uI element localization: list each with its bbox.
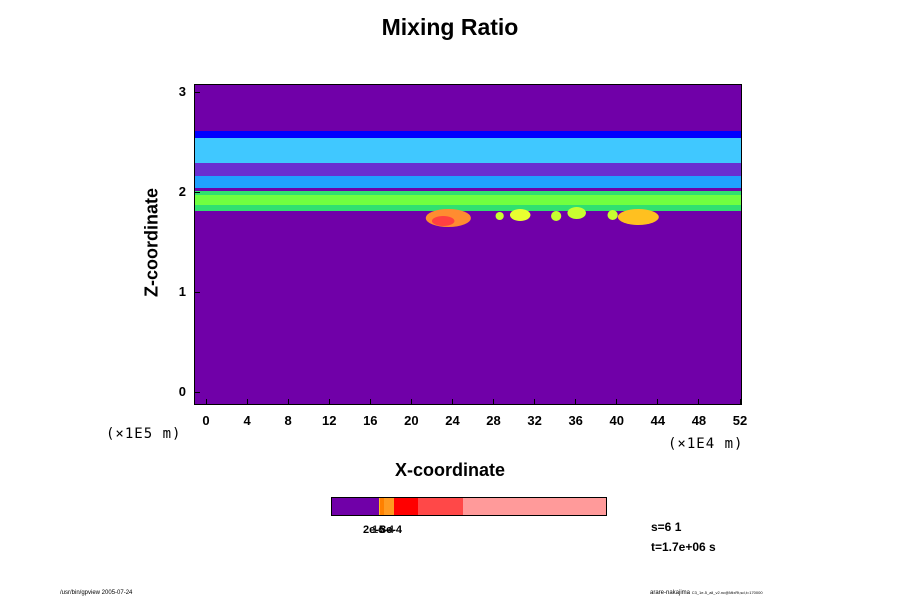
heatmap-band-5 <box>195 195 741 205</box>
heatmap-blob-2 <box>617 209 659 225</box>
info-step: s=6 1 <box>651 520 682 534</box>
x-tick-label-0: 0 <box>202 413 210 428</box>
x-tick-mark <box>575 399 577 405</box>
x-tick-mark <box>369 399 371 405</box>
y-tick-label-0: 0 <box>178 384 186 399</box>
colorbar-segment-6 <box>462 498 606 515</box>
x-tick-label-5: 20 <box>404 413 419 428</box>
footer-right: arare-nakajima C3_1e-5_all_v2.nc@MixRt,s… <box>650 590 763 596</box>
x-tick-label-11: 44 <box>650 413 666 428</box>
y-tick-mark <box>194 191 200 193</box>
heatmap-blob-1 <box>431 216 455 226</box>
x-tick-mark <box>410 399 412 405</box>
footer-right-main: arare-nakajima <box>650 590 692 596</box>
colorbar-segment-3 <box>383 498 395 515</box>
chart-title: Mixing Ratio <box>381 14 519 40</box>
colorbar-segment-0 <box>332 498 379 515</box>
x-tick-mark <box>493 399 495 405</box>
footer-right-small: C3_1e-5_all_v2.nc@MixRt,sd,t=170000 <box>691 590 763 595</box>
heatmap-svg <box>195 131 741 227</box>
colorbar-segment-5 <box>417 498 463 515</box>
heatmap-blob-6 <box>495 212 504 220</box>
heatmap-band-3 <box>195 176 741 188</box>
y-unit-label: (×1E5 m) <box>106 426 182 442</box>
heatmap-blob-4 <box>567 207 586 219</box>
x-tick-mark <box>739 399 741 405</box>
footer-left: /usr/bin/gpview 2005-07-24 <box>60 590 133 596</box>
x-axis-label: X-coordinate <box>394 460 505 480</box>
x-tick-label-9: 36 <box>568 413 583 428</box>
x-tick-label-1: 4 <box>243 413 251 428</box>
info-time: t=1.7e+06 s <box>651 540 716 554</box>
x-tick-label-2: 8 <box>284 413 292 428</box>
x-tick-label-12: 48 <box>691 413 707 428</box>
plot-area <box>194 84 742 405</box>
x-tick-label-13: 52 <box>732 413 748 428</box>
x-tick-mark <box>328 399 330 405</box>
x-tick-label-3: 12 <box>321 413 337 428</box>
heatmap-band-1 <box>195 138 741 163</box>
heatmap-blob-7 <box>607 210 618 220</box>
x-tick-mark <box>657 399 659 405</box>
x-unit-label: (×1E4 m) <box>668 436 744 452</box>
x-tick-label-10: 40 <box>609 413 624 428</box>
y-tick-label-2: 2 <box>178 184 186 199</box>
colorbar <box>331 497 607 516</box>
y-tick-mark <box>194 391 200 393</box>
x-tick-mark <box>287 399 289 405</box>
y-tick-label-1: 1 <box>178 284 186 299</box>
x-tick-mark <box>616 399 618 405</box>
colorbar-label-2: 1e-4 <box>372 524 395 536</box>
y-axis-label: Z-coordinate <box>141 188 162 298</box>
y-tick-mark <box>194 291 200 293</box>
x-tick-label-7: 28 <box>486 413 501 428</box>
heatmap-blob-3 <box>509 209 531 221</box>
colorbar-segment-2 <box>380 498 384 515</box>
heatmap-band-2 <box>195 163 741 176</box>
x-tick-mark <box>534 399 536 405</box>
y-tick-mark <box>194 91 200 93</box>
colorbar-segment-1 <box>378 498 381 515</box>
x-tick-label-4: 16 <box>363 413 378 428</box>
x-tick-label-8: 32 <box>527 413 542 428</box>
x-tick-mark <box>451 399 453 405</box>
x-tick-mark <box>698 399 700 405</box>
y-tick-label-3: 3 <box>178 84 186 99</box>
colorbar-segment-4 <box>394 498 418 515</box>
x-tick-mark <box>205 399 207 405</box>
x-tick-mark <box>246 399 248 405</box>
colorbar-label-3: 3e-4 <box>380 524 403 536</box>
x-tick-label-6: 24 <box>445 413 460 428</box>
heatmap-blob-5 <box>551 211 562 221</box>
colorbar-label-1: 2e-5 <box>363 524 386 536</box>
